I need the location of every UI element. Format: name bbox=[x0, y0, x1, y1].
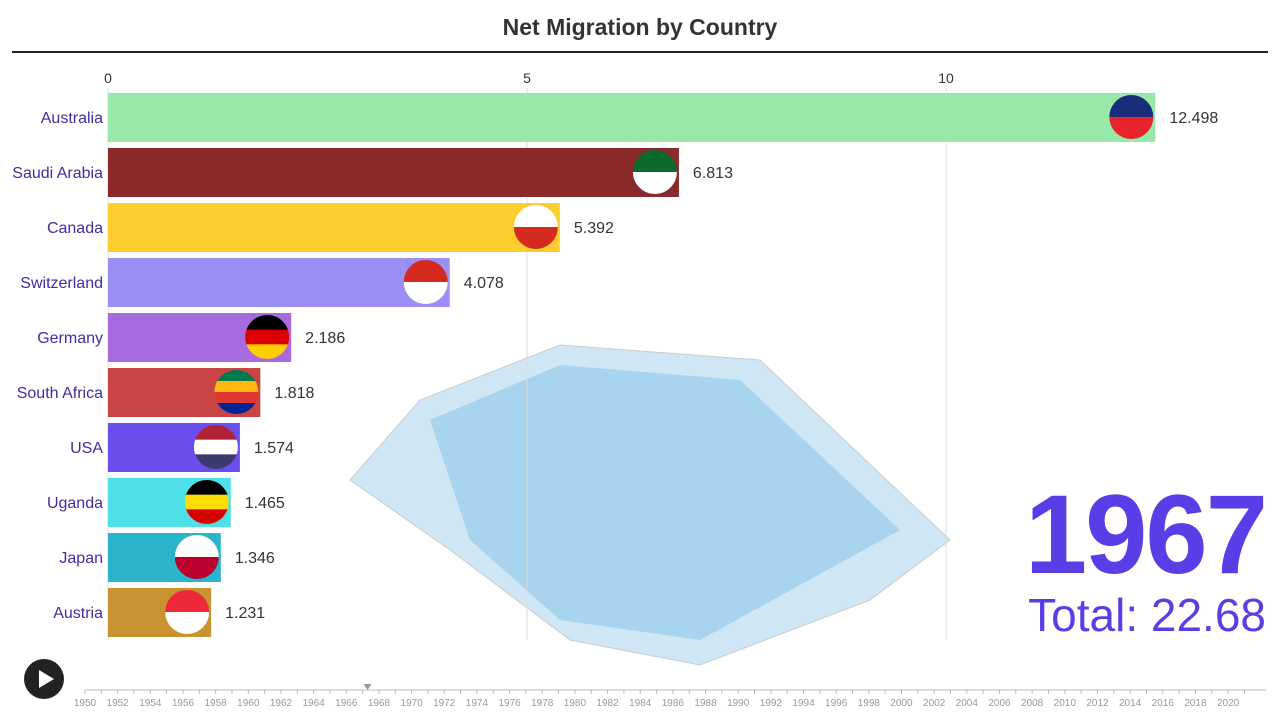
timeline-label: 2000 bbox=[890, 698, 913, 709]
play-button[interactable] bbox=[24, 659, 64, 699]
flag-icon bbox=[632, 150, 677, 194]
x-tick-label: 0 bbox=[104, 70, 112, 86]
timeline-label: 1962 bbox=[270, 698, 293, 709]
timeline-label: 1990 bbox=[727, 698, 750, 709]
category-label: Canada bbox=[47, 220, 103, 237]
timeline-label: 2006 bbox=[988, 698, 1011, 709]
chart-title: Net Migration by Country bbox=[502, 14, 778, 40]
flag-icon bbox=[245, 315, 290, 359]
flag-icon bbox=[193, 425, 238, 469]
flag-icon bbox=[174, 535, 219, 579]
bar bbox=[108, 203, 560, 252]
timeline-label: 2012 bbox=[1086, 698, 1109, 709]
timeline-label: 2016 bbox=[1152, 698, 1175, 709]
total-label: Total: 22.68 bbox=[1028, 589, 1266, 641]
timeline-label: 1984 bbox=[629, 698, 652, 709]
timeline-label: 2010 bbox=[1054, 698, 1077, 709]
timeline-label: 2014 bbox=[1119, 698, 1142, 709]
x-tick-label: 5 bbox=[523, 70, 531, 86]
timeline-label: 2004 bbox=[956, 698, 979, 709]
flag-icon bbox=[184, 480, 229, 524]
category-label: Germany bbox=[37, 330, 103, 347]
value-label: 1.231 bbox=[225, 605, 265, 622]
timeline-label: 1972 bbox=[433, 698, 456, 709]
timeline-label: 1960 bbox=[237, 698, 260, 709]
bar bbox=[108, 93, 1156, 142]
value-label: 1.574 bbox=[254, 440, 294, 457]
value-label: 2.186 bbox=[305, 330, 345, 347]
timeline-label: 1996 bbox=[825, 698, 848, 709]
timeline-label: 1974 bbox=[466, 698, 489, 709]
value-label: 6.813 bbox=[693, 165, 733, 182]
timeline-label: 1964 bbox=[302, 698, 325, 709]
value-label: 1.818 bbox=[274, 385, 314, 402]
timeline-label: 2008 bbox=[1021, 698, 1044, 709]
x-tick-label: 10 bbox=[938, 70, 954, 86]
timeline-label: 1976 bbox=[498, 698, 521, 709]
year-label: 1967 bbox=[1024, 472, 1268, 597]
timeline-marker[interactable] bbox=[363, 684, 372, 690]
category-label: Switzerland bbox=[20, 275, 103, 292]
bar bbox=[108, 258, 450, 307]
category-label: Australia bbox=[41, 110, 103, 127]
flag-icon bbox=[513, 205, 558, 249]
title-divider bbox=[12, 51, 1268, 53]
flag-icon bbox=[1109, 95, 1154, 139]
flag-icon bbox=[214, 370, 259, 414]
timeline-label: 1986 bbox=[662, 698, 685, 709]
timeline-label: 1950 bbox=[74, 698, 97, 709]
timeline-label: 2020 bbox=[1217, 698, 1240, 709]
timeline-label: 1992 bbox=[760, 698, 783, 709]
timeline-label: 2018 bbox=[1184, 698, 1207, 709]
timeline-label: 1952 bbox=[107, 698, 130, 709]
timeline-label: 1988 bbox=[694, 698, 717, 709]
timeline-label: 1998 bbox=[858, 698, 881, 709]
flag-icon bbox=[403, 260, 448, 304]
timeline-label: 1958 bbox=[205, 698, 228, 709]
value-label: 1.465 bbox=[245, 495, 285, 512]
timeline-label: 1968 bbox=[368, 698, 391, 709]
timeline-label: 1978 bbox=[531, 698, 554, 709]
timeline-label: 1982 bbox=[596, 698, 619, 709]
value-label: 4.078 bbox=[464, 275, 504, 292]
category-label: USA bbox=[70, 440, 103, 457]
timeline-label: 1954 bbox=[139, 698, 162, 709]
timeline-label: 1966 bbox=[335, 698, 358, 709]
flag-icon bbox=[165, 590, 210, 634]
value-label: 5.392 bbox=[574, 220, 614, 237]
category-label: Saudi Arabia bbox=[12, 165, 103, 182]
category-label: Uganda bbox=[47, 495, 103, 512]
map-water bbox=[430, 365, 900, 640]
timeline-label: 1970 bbox=[400, 698, 423, 709]
category-label: South Africa bbox=[17, 385, 103, 402]
timeline-label: 1956 bbox=[172, 698, 195, 709]
timeline-label: 2002 bbox=[923, 698, 946, 709]
category-label: Japan bbox=[59, 550, 103, 567]
value-label: 1.346 bbox=[235, 550, 275, 567]
timeline-label: 1980 bbox=[564, 698, 587, 709]
timeline-label: 1994 bbox=[792, 698, 815, 709]
bar bbox=[108, 148, 679, 197]
value-label: 12.498 bbox=[1169, 110, 1218, 127]
category-label: Austria bbox=[53, 605, 103, 622]
